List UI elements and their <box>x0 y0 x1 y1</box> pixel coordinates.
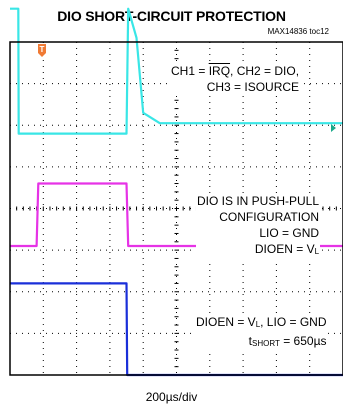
part-number-label: MAX14836 toc12 <box>267 27 329 36</box>
channel-legend: CH1 = IRQ, CH2 = DIO, CH3 = ISOURCE <box>170 63 301 95</box>
trigger-marker: T <box>38 44 46 57</box>
trigger-marker-label: T <box>40 45 45 54</box>
trace-ch1 <box>10 7 343 135</box>
config-line-3: LIO = GND <box>259 226 320 240</box>
short-condition-note: DIOEN = VL, LIO = GND tSHORT = 650µs <box>195 314 328 352</box>
channel-1-ground-marker <box>331 124 336 132</box>
config-line-1: DIO IS IN PUSH-PULL <box>197 194 320 208</box>
config-line-4: DIOEN = VL <box>254 242 320 256</box>
configuration-note: DIO IS IN PUSH-PULL CONFIGURATION LIO = … <box>196 193 321 260</box>
channel-legend-line-1: CH1 = IRQ, CH2 = DIO, <box>171 64 300 78</box>
plot-frame <box>9 41 343 376</box>
channel-legend-line-2: CH3 = ISOURCE <box>206 80 300 94</box>
short-line-1: DIOEN = VL, LIO = GND <box>196 315 327 329</box>
short-line-2: tSHORT = 650µs <box>248 334 327 348</box>
trace-ch2 <box>10 182 343 248</box>
chart-title: DIO SHORT-CIRCUIT PROTECTION <box>57 8 286 24</box>
config-line-2: CONFIGURATION <box>219 210 320 224</box>
x-axis-label: 200µs/div <box>145 390 198 404</box>
